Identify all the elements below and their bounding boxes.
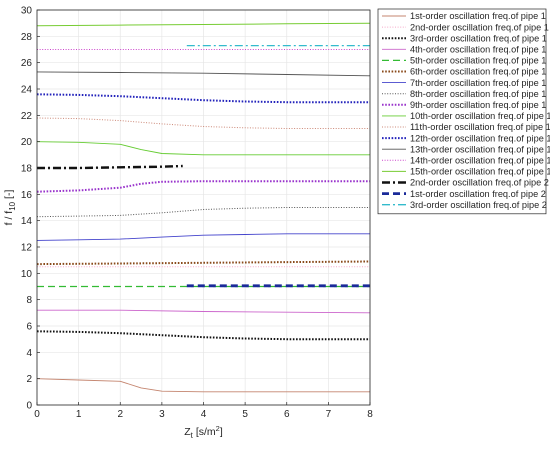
legend-entry-label: 13th-order oscillation freq.of pipe 1 [410, 144, 550, 154]
series-lines [36, 22, 371, 393]
x-tick-label: 1 [76, 409, 82, 420]
x-axis-label: Zt [s/m2] [184, 424, 223, 440]
y-tick-label: 10 [21, 269, 33, 280]
y-tick-label: 2 [26, 374, 32, 385]
legend: 1st-order oscillation freq.of pipe 12nd-… [377, 8, 550, 215]
y-tick-label: 4 [26, 348, 32, 359]
legend-entry-label: 5th-order oscillation freq.of pipe 1 [410, 56, 546, 66]
legend-entry-label: 10th-order oscillation freq.of pipe 1 [410, 111, 550, 121]
y-tick-label: 8 [26, 295, 32, 306]
legend-box [377, 8, 547, 215]
x-tick-label: 0 [34, 409, 40, 420]
legend-entry-label: 12th-order oscillation freq.of pipe 1 [410, 133, 550, 143]
series-line-6 [36, 260, 371, 266]
legend-entry-label: 3rd-order oscillation freq.of pipe 1 [410, 33, 547, 43]
legend-entry-label: 9th-order oscillation freq.of pipe 1 [410, 100, 546, 110]
x-tick-label: 7 [326, 409, 332, 420]
y-tick-label: 12 [21, 243, 33, 254]
series-line-16 [37, 164, 183, 170]
x-tick-label: 5 [242, 409, 248, 420]
y-axis-label: f / f10 [-] [3, 190, 17, 226]
legend-entry-label: 2nd-order oscillation freq.of pipe 2 [410, 178, 549, 188]
legend-entry-label: 14th-order oscillation freq.of pipe 1 [410, 156, 550, 166]
y-tick-label: 14 [21, 216, 33, 227]
legend-entry-label: 6th-order oscillation freq.of pipe 1 [410, 67, 546, 77]
y-tick-label: 30 [21, 6, 33, 17]
series-line-15 [36, 22, 371, 27]
x-tick-label: 4 [201, 409, 207, 420]
x-tick-label: 2 [117, 409, 123, 420]
y-tick-label: 6 [26, 322, 32, 333]
series-line-3 [36, 330, 370, 341]
legend-entry-label: 8th-order oscillation freq.of pipe 1 [410, 89, 546, 99]
legend-entry-label: 4th-order oscillation freq.of pipe 1 [410, 45, 546, 55]
legend-entry-label: 2nd-order oscillation freq.of pipe 1 [410, 22, 549, 32]
legend-entry-label: 1st-order oscillation freq.of pipe 2 [410, 189, 546, 199]
series-line-11 [36, 117, 370, 129]
legend-entry-label: 15th-order oscillation freq.of pipe 1 [410, 167, 550, 177]
y-tick-label: 18 [21, 164, 33, 175]
legend-entry-label: 3rd-order oscillation freq.of pipe 2 [410, 200, 547, 210]
series-line-10 [36, 141, 370, 156]
legend-entry-label: 11th-order oscillation freq.of pipe 1 [410, 122, 550, 132]
legend-entry-label: 7th-order oscillation freq.of pipe 1 [410, 78, 546, 88]
y-tick-label: 22 [21, 111, 33, 122]
series-line-8 [36, 207, 370, 218]
x-tick-label: 6 [284, 409, 290, 420]
y-tick-label: 16 [21, 190, 33, 201]
grid [36, 9, 371, 406]
x-tick-label: 8 [367, 409, 373, 420]
y-tick-label: 20 [21, 137, 33, 148]
series-line-7 [36, 233, 370, 241]
y-tick-label: 24 [21, 85, 33, 96]
y-tick-label: 26 [21, 58, 33, 69]
legend-entry-label: 1st-order oscillation freq.of pipe 1 [410, 11, 546, 21]
series-line-1 [36, 378, 370, 393]
series-line-4 [37, 309, 371, 314]
x-tick-label: 3 [159, 409, 165, 420]
y-tick-label: 0 [26, 401, 32, 412]
series-line-13 [36, 71, 371, 77]
series-line-12 [36, 93, 370, 104]
y-tick-label: 28 [21, 32, 33, 43]
